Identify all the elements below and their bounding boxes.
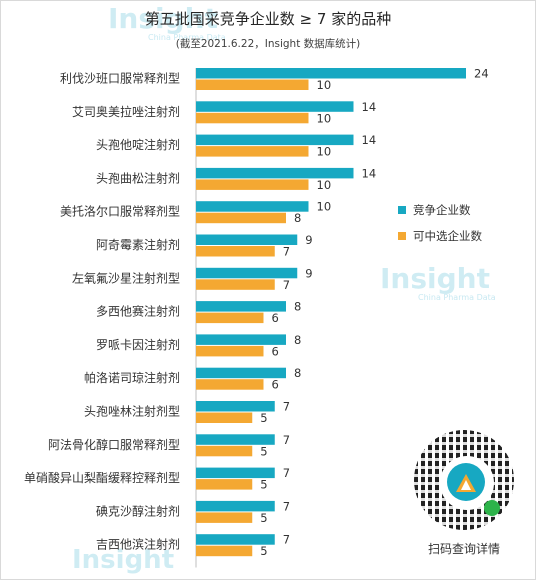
chart-title: 第五批国采竞争企业数 ≥ 7 家的品种	[144, 10, 392, 28]
value-label-competitors: 8	[294, 300, 301, 314]
bar-selectable	[196, 246, 275, 257]
bar-selectable	[196, 445, 253, 457]
value-label-selectable: 7	[283, 245, 290, 259]
value-label-competitors: 9	[305, 233, 312, 247]
category-label: 吉西他滨注射剂	[96, 537, 180, 552]
bar-competitors	[196, 401, 275, 412]
legend-label-2: 可中选企业数	[413, 229, 482, 243]
category-label: 头孢唑林注射剂型	[84, 404, 180, 419]
qr-caption: 扫码查询详情	[427, 542, 500, 556]
value-label-selectable: 10	[317, 111, 332, 125]
value-label-selectable: 5	[260, 444, 267, 458]
bar-competitors	[196, 201, 309, 212]
bar-selectable	[196, 279, 275, 290]
value-label-selectable: 5	[260, 478, 267, 492]
value-label-selectable: 10	[317, 178, 332, 192]
bar-competitors	[196, 134, 354, 146]
legend-swatch-1	[398, 206, 406, 214]
bar-competitors	[196, 101, 354, 112]
category-label: 帕洛诺司琼注射剂	[84, 370, 180, 385]
category-label: 阿法骨化醇口服常释剂型	[48, 437, 180, 452]
bar-selectable	[196, 112, 309, 124]
legend-label-1: 竞争企业数	[413, 203, 471, 217]
value-label-selectable: 6	[272, 311, 279, 325]
bar-competitors	[196, 234, 298, 245]
value-label-selectable: 5	[260, 411, 267, 425]
bar-competitors	[196, 68, 466, 79]
category-label: 利伐沙班口服常释剂型	[60, 71, 180, 86]
value-label-competitors: 8	[294, 333, 301, 347]
bar-competitors	[196, 467, 275, 479]
chart-subtitle: (截至2021.6.22，Insight 数据库统计)	[175, 38, 361, 50]
bar-competitors	[196, 500, 275, 512]
value-label-competitors: 7	[283, 499, 290, 513]
value-label-competitors: 7	[283, 466, 290, 480]
bar-selectable	[196, 412, 253, 423]
value-label-competitors: 7	[283, 533, 290, 547]
category-label: 头孢曲松注射剂	[96, 170, 180, 185]
value-label-selectable: 5	[260, 544, 267, 558]
category-label: 艾司奥美拉唑注射剂	[72, 104, 180, 119]
category-label: 单硝酸异山梨酯缓释控释剂型	[24, 470, 180, 485]
category-label: 左氧氟沙星注射剂型	[72, 270, 180, 285]
value-label-selectable: 6	[272, 378, 279, 392]
value-label-competitors: 7	[283, 433, 290, 447]
legend-series-1: 竞争企业数	[398, 202, 471, 218]
value-label-competitors: 7	[283, 400, 290, 414]
legend-series-2: 可中选企业数	[398, 228, 482, 244]
bar-competitors	[196, 434, 275, 445]
value-label-competitors: 8	[294, 366, 301, 380]
bar-competitors	[196, 334, 286, 345]
bar-selectable	[196, 212, 286, 224]
value-label-selectable: 8	[294, 211, 301, 225]
value-label-selectable: 6	[272, 344, 279, 358]
bar-selectable	[196, 312, 264, 324]
bar-selectable	[196, 479, 253, 490]
bar-selectable	[196, 179, 309, 190]
value-label-competitors: 14	[362, 133, 377, 147]
bar-competitors	[196, 301, 286, 312]
bar-competitors	[196, 367, 286, 379]
bar-selectable	[196, 512, 253, 523]
value-label-competitors: 24	[474, 67, 489, 81]
legend-swatch-2	[398, 232, 406, 240]
bar-competitors	[196, 534, 275, 545]
value-label-competitors: 14	[362, 100, 377, 114]
value-label-selectable: 10	[317, 78, 332, 92]
bar-competitors	[196, 167, 354, 179]
bar-selectable	[196, 345, 264, 357]
category-label: 多西他赛注射剂	[96, 304, 180, 319]
value-label-selectable: 7	[283, 278, 290, 292]
category-label: 头孢他啶注射剂	[96, 137, 180, 152]
value-label-competitors: 14	[362, 166, 377, 180]
wechat-mini-program-icon	[484, 500, 500, 516]
insight-logo-icon	[447, 463, 485, 501]
value-label-competitors: 10	[317, 200, 332, 214]
category-label: 美托洛尔口服常释剂型	[60, 204, 180, 219]
bar-selectable	[196, 146, 309, 157]
category-label: 阿奇霉素注射剂	[96, 237, 180, 252]
bar-selectable	[196, 79, 309, 90]
value-label-competitors: 9	[305, 266, 312, 280]
bar-competitors	[196, 267, 298, 279]
category-label: 碘克沙醇注射剂	[96, 503, 180, 518]
bar-selectable	[196, 379, 264, 390]
bar-selectable	[196, 545, 253, 557]
value-label-selectable: 5	[260, 511, 267, 525]
value-label-selectable: 10	[317, 145, 332, 159]
category-label: 罗哌卡因注射剂	[96, 337, 180, 352]
